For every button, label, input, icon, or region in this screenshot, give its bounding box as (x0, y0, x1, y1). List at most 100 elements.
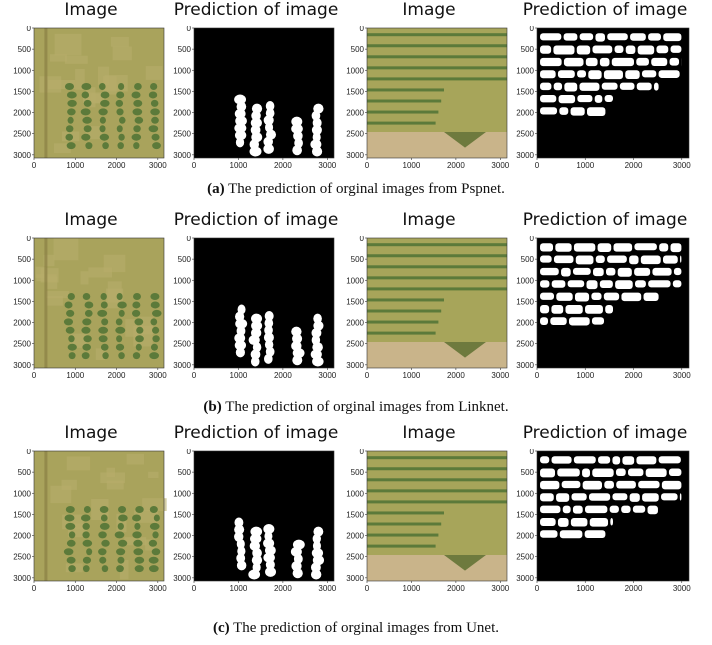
caption-label: (a) (207, 181, 225, 197)
x-tick-label: 3000 (673, 584, 691, 593)
y-tick-label: 1500 (173, 510, 191, 519)
y-tick-label: 1000 (13, 276, 31, 285)
x-tick-label: 2000 (625, 161, 643, 170)
y-tick-label: 2500 (173, 340, 191, 349)
y-tick-label: 3000 (346, 574, 364, 583)
y-tick-label: 0 (187, 236, 192, 243)
y-tick-label: 3000 (173, 361, 191, 370)
y-tick-label: 2000 (173, 109, 191, 118)
figure-row-c: Image 0 500 1000 1500 2000 2500 3000 0 1000 2000 3… (0, 423, 712, 623)
y-tick-label: 0 (530, 449, 535, 456)
y-tick-label: 1000 (173, 66, 191, 75)
x-tick-label: 1000 (230, 584, 248, 593)
x-tick-label: 3000 (673, 371, 691, 380)
panel-title: Image (64, 423, 118, 443)
y-tick-label: 0 (360, 26, 365, 33)
x-tick-label: 1000 (576, 371, 594, 380)
panel-title: Image (64, 210, 118, 230)
panel-title: Prediction of image (522, 210, 688, 230)
x-tick-label: 3000 (318, 161, 336, 170)
y-tick-label: 3000 (346, 361, 364, 370)
y-tick-label: 2000 (516, 532, 534, 541)
y-tick-label: 3000 (346, 151, 364, 160)
y-tick-label: 1000 (516, 489, 534, 498)
y-tick-label: 1500 (173, 297, 191, 306)
caption-c: (c) The prediction of orginal images fro… (0, 620, 712, 637)
x-tick-label: 2000 (625, 371, 643, 380)
x-tick-label: 2000 (625, 584, 643, 593)
plot-area: 0 500 1000 1500 2000 2500 3000 0 1000 2000 3000 (12, 236, 170, 384)
y-tick-label: 0 (27, 26, 32, 33)
y-tick-label: 1000 (173, 489, 191, 498)
y-tick-label: 3000 (13, 574, 31, 583)
panel-image-b3: Image 0 500 1000 1500 2000 2500 3000 0 1000 2000 3… (345, 210, 513, 380)
y-tick-label: 3000 (13, 151, 31, 160)
x-tick-label: 2000 (274, 371, 292, 380)
x-tick-label: 3000 (318, 584, 336, 593)
y-tick-label: 3000 (516, 151, 534, 160)
y-tick-label: 2500 (13, 130, 31, 139)
x-tick-label: 3000 (318, 371, 336, 380)
y-tick-label: 1500 (346, 297, 364, 306)
y-tick-label: 0 (360, 449, 365, 456)
y-tick-label: 1000 (346, 66, 364, 75)
figure-row-b: Image 0 500 1000 1500 2000 2500 3000 0 1000 2000 3… (0, 210, 712, 410)
y-tick-label: 500 (18, 468, 32, 477)
caption-label: (c) (212, 620, 230, 636)
y-tick-label: 500 (18, 45, 32, 54)
x-tick-label: 0 (535, 371, 540, 380)
y-tick-label: 0 (530, 236, 535, 243)
panel-prediction-c2: Prediction of image 0 500 1000 1500 2000 2500… (172, 423, 340, 593)
y-tick-label: 1000 (346, 276, 364, 285)
y-tick-label: 1000 (516, 276, 534, 285)
panel-image-b1: Image 0 500 1000 1500 2000 2500 3000 0 1000 2000 3… (12, 210, 170, 380)
x-tick-label: 1000 (403, 584, 421, 593)
figure-row-a: Image 0 500 1000 1500 2000 2500 3000 0 1000 2000 3… (0, 0, 712, 200)
x-tick-label: 2000 (274, 584, 292, 593)
plot-area: 0 500 1000 1500 2000 2500 3000 0 1000 2000 3000 (172, 449, 340, 597)
panel-image-c3: Image 0 500 1000 1500 2000 2500 3000 0 1000 2000 3… (345, 423, 513, 593)
x-tick-label: 2000 (447, 584, 465, 593)
y-tick-label: 2000 (13, 319, 31, 328)
y-tick-label: 2500 (346, 130, 364, 139)
y-tick-label: 2500 (173, 553, 191, 562)
y-tick-label: 0 (27, 236, 32, 243)
y-tick-label: 1500 (173, 87, 191, 96)
x-tick-label: 0 (192, 584, 197, 593)
x-tick-label: 2000 (108, 371, 126, 380)
plot-area: 0 500 1000 1500 2000 2500 3000 0 1000 2000 3000 (515, 26, 695, 174)
x-tick-label: 0 (192, 371, 197, 380)
y-tick-label: 0 (27, 449, 32, 456)
y-tick-label: 500 (521, 45, 535, 54)
panel-image-c1: Image 0 500 1000 1500 2000 2500 3000 0 1000 2000 3… (12, 423, 170, 593)
y-tick-label: 2500 (13, 553, 31, 562)
panel-image-a1: Image 0 500 1000 1500 2000 2500 3000 0 1000 2000 3… (12, 0, 170, 170)
y-tick-label: 2000 (173, 319, 191, 328)
y-tick-label: 1000 (13, 489, 31, 498)
y-tick-label: 0 (360, 236, 365, 243)
x-tick-label: 0 (365, 584, 370, 593)
y-tick-label: 1000 (346, 489, 364, 498)
y-tick-label: 500 (351, 45, 365, 54)
y-tick-label: 1500 (13, 87, 31, 96)
caption-text: The prediction of orginal images from Un… (233, 620, 500, 636)
y-tick-label: 2500 (516, 130, 534, 139)
y-tick-label: 3000 (516, 574, 534, 583)
plot-area: 0 500 1000 1500 2000 2500 3000 0 1000 2000 3000 (345, 26, 513, 174)
y-tick-label: 500 (521, 255, 535, 264)
y-tick-label: 0 (530, 26, 535, 33)
x-tick-label: 3000 (149, 161, 167, 170)
x-tick-label: 2000 (108, 161, 126, 170)
